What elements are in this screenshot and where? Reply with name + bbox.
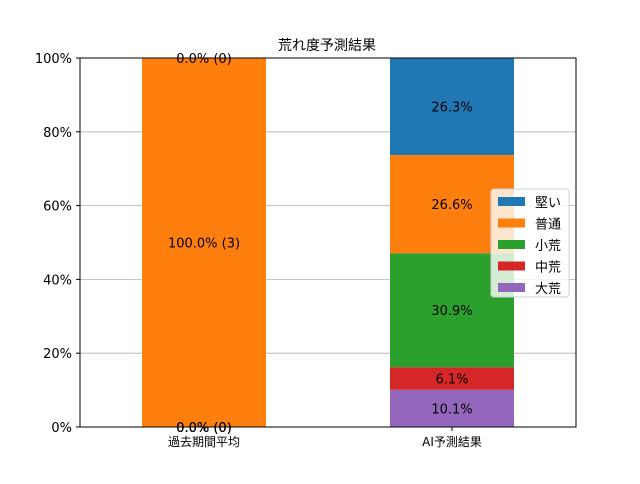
legend-swatch — [498, 218, 525, 228]
plot-frame — [79, 57, 577, 428]
data-label: 6.1% — [435, 372, 468, 387]
y-tick-label: 80% — [43, 126, 72, 141]
legend-swatch — [498, 240, 525, 249]
x-tick-label: AI予測結果 — [422, 435, 482, 449]
legend-label: 堅い — [535, 196, 561, 211]
data-label: 26.6% — [431, 198, 472, 213]
y-tick-label: 20% — [43, 347, 72, 362]
legend-swatch — [498, 197, 525, 206]
legend-swatch — [498, 283, 525, 292]
chart-title: 荒れ度予測結果 — [278, 38, 376, 54]
bar-segment — [390, 389, 514, 427]
legend-label: 小荒 — [535, 239, 561, 254]
y-tick-label: 100% — [35, 52, 72, 67]
data-label: 30.9% — [431, 304, 472, 319]
y-tick-label: 60% — [43, 200, 72, 215]
bar-segment — [142, 58, 266, 427]
y-tick-label: 40% — [43, 273, 72, 288]
y-tick-label: 0% — [51, 421, 72, 436]
bar-segment — [390, 367, 514, 390]
bars — [142, 58, 514, 427]
legend-label: 普通 — [535, 218, 561, 233]
data-label: 100.0% (3) — [168, 237, 240, 252]
x-tick-label: 過去期間平均 — [168, 435, 240, 449]
legend-label: 中荒 — [535, 261, 561, 276]
data-label: 10.1% — [431, 402, 472, 417]
data-labels: 0.0% (0)0.0% (0)0.0% (0)100.0% (3)0.0% (… — [168, 52, 473, 436]
data-label: 26.3% — [431, 101, 472, 116]
legend-swatch — [498, 261, 525, 271]
bar-segment — [390, 58, 514, 156]
axes: 0% 20% 40% 60% 80% 100% 過去期間平均 AI予測結果 — [35, 52, 482, 449]
data-label: 0.0% (0) — [176, 52, 232, 67]
legend-label: 大荒 — [535, 282, 561, 297]
